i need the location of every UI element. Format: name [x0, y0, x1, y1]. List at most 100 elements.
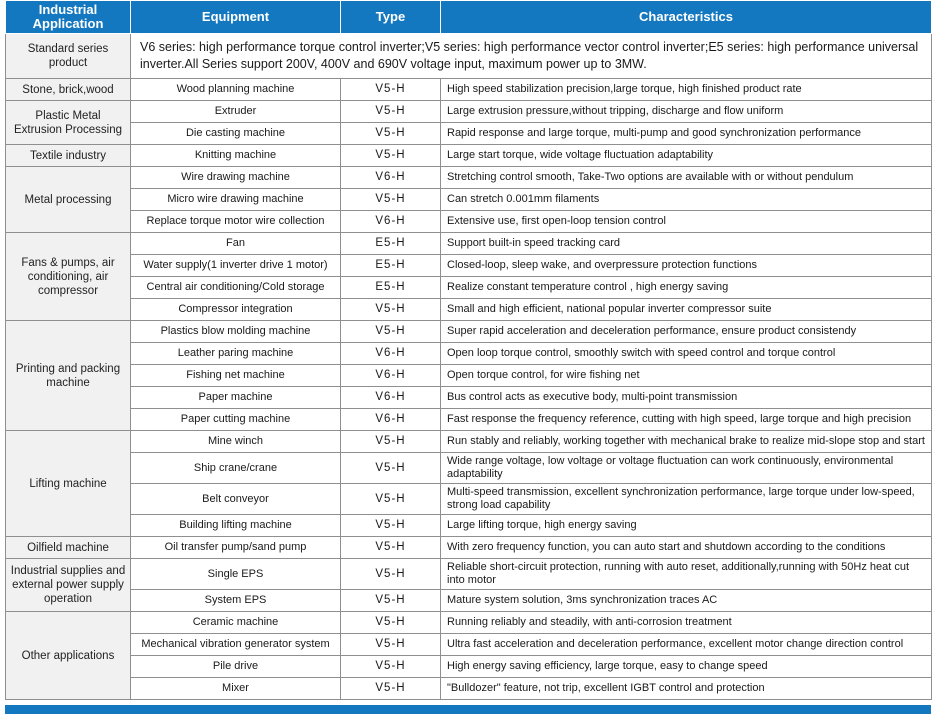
table-row: Paper cutting machine V6-H Fast response t… [6, 408, 932, 431]
characteristics-cell: Fast response the frequency reference, c… [440, 408, 932, 431]
equipment-cell: Plastics blow molding machine [130, 320, 341, 343]
intro-row: Standard series product V6 series: high … [5, 33, 932, 79]
type-cell: E5-H [340, 276, 441, 299]
equipment-cell: Mechanical vibration generator system [130, 633, 341, 656]
type-cell: V6-H [340, 342, 441, 365]
equipment-cell: Knitting machine [130, 144, 341, 167]
table-row: Leather paring machine V6-H Open loop torq… [6, 342, 932, 365]
type-cell: V5-H [340, 611, 441, 634]
type-cell: V6-H [340, 408, 441, 431]
equipment-cell: Fishing net machine [130, 364, 341, 387]
type-cell: V5-H [340, 320, 441, 343]
characteristics-cell: Can stretch 0.001mm filaments [440, 188, 932, 211]
table-row: Micro wire drawing machine V5-H Can stretc… [6, 188, 932, 211]
characteristics-cell: Multi-speed transmission, excellent sync… [440, 483, 932, 515]
equipment-cell: Replace torque motor wire collection [130, 210, 341, 233]
application-cell: Plastic Metal Extrusion Processing [5, 100, 131, 145]
type-cell: V5-H [340, 536, 441, 559]
characteristics-cell: High speed stabilization precision,large… [440, 78, 932, 101]
table-row: Mixer V5-H "Bulldozer" feature, not trip, … [6, 677, 932, 700]
application-cell: Standard series product [5, 33, 131, 79]
equipment-cell: Fan [130, 232, 341, 255]
table-row: Textile industry Knitting machine V5-H Larg… [5, 144, 932, 167]
type-cell: V5-H [340, 589, 441, 612]
equipment-cell: Ceramic machine [130, 611, 341, 634]
equipment-cell: System EPS [130, 589, 341, 612]
table-row: Replace torque motor wire collection V6-H… [6, 210, 932, 233]
equipment-cell: Single EPS [130, 558, 341, 590]
characteristics-cell: Run stably and reliably, working togethe… [440, 430, 932, 453]
equipment-cell: Water supply(1 inverter drive 1 motor) [130, 254, 341, 277]
characteristics-cell: Support built-in speed tracking card [440, 232, 932, 255]
characteristics-cell: "Bulldozer" feature, not trip, excellent… [440, 677, 932, 700]
equipment-cell: Compressor integration [130, 298, 341, 321]
table-row: Building lifting machine V5-H Large liftin… [6, 514, 932, 537]
equipment-cell: Pile drive [130, 655, 341, 678]
type-cell: V5-H [340, 452, 441, 484]
table-row: Metal processing Wire drawing machine V6-H… [5, 166, 932, 233]
type-cell: V5-H [340, 677, 441, 700]
equipment-cell: Die casting machine [130, 122, 341, 145]
type-cell: V5-H [340, 298, 441, 321]
type-cell: V5-H [340, 144, 441, 167]
series-summary-cell: V6 series: high performance torque contr… [130, 33, 932, 79]
characteristics-cell: Super rapid acceleration and deceleratio… [440, 320, 932, 343]
type-cell: V5-H [340, 655, 441, 678]
application-spec-table: Industrial Application Equipment Type Ch… [5, 0, 932, 700]
type-cell: V6-H [340, 210, 441, 233]
type-cell: V5-H [340, 514, 441, 537]
table-row: Die casting machine V5-H Rapid response an… [6, 122, 932, 145]
type-cell: V6-H [340, 364, 441, 387]
characteristics-cell: Mature system solution, 3ms synchronizat… [440, 589, 932, 612]
characteristics-cell: Extensive use, first open-loop tension c… [440, 210, 932, 233]
table-row: Belt conveyor V5-H Multi-speed transmissio… [6, 483, 932, 515]
application-cell: Lifting machine [5, 430, 131, 537]
type-cell: V5-H [340, 483, 441, 515]
equipment-cell: Wire drawing machine [130, 166, 341, 189]
table-row: Industrial supplies and external power s… [5, 558, 932, 612]
type-cell: V6-H [340, 386, 441, 409]
header-cell-characteristics: Characteristics [440, 0, 932, 34]
table-row: Lifting machine Mine winch V5-H Run stably … [5, 430, 932, 537]
characteristics-cell: Bus control acts as executive body, mult… [440, 386, 932, 409]
application-cell: Oilfield machine [5, 536, 131, 559]
type-cell: V5-H [340, 188, 441, 211]
table-row: Fishing net machine V6-H Open torque contr… [6, 364, 932, 387]
table-row: Ship crane/crane V5-H Wide range voltage, … [6, 452, 932, 484]
table-row: Other applications Ceramic machine V5-H Run… [5, 611, 932, 700]
characteristics-cell: Wide range voltage, low voltage or volta… [440, 452, 932, 484]
header-cell-type: Type [340, 0, 441, 34]
equipment-cell: Building lifting machine [130, 514, 341, 537]
characteristics-cell: Stretching control smooth, Take-Two opti… [440, 166, 932, 189]
application-cell: Other applications [5, 611, 131, 700]
table-row: Central air conditioning/Cold storage E5-… [6, 276, 932, 299]
table-body: Standard series product V6 series: high … [5, 33, 932, 700]
equipment-cell: Oil transfer pump/sand pump [130, 536, 341, 559]
equipment-cell: Paper cutting machine [130, 408, 341, 431]
characteristics-cell: Rapid response and large torque, multi-p… [440, 122, 932, 145]
characteristics-cell: Running reliably and steadily, with anti… [440, 611, 932, 634]
equipment-cell: Wood planning machine [130, 78, 341, 101]
table-row: Water supply(1 inverter drive 1 motor) E5… [6, 254, 932, 277]
characteristics-cell: Large lifting torque, high energy saving [440, 514, 932, 537]
table-row: Printing and packing machine Plastics blo… [5, 320, 932, 431]
characteristics-cell: Large start torque, wide voltage fluctua… [440, 144, 932, 167]
table-row: Fans & pumps, air conditioning, air comp… [5, 232, 932, 321]
equipment-cell: Leather paring machine [130, 342, 341, 365]
type-cell: E5-H [340, 254, 441, 277]
characteristics-cell: Open torque control, for wire fishing ne… [440, 364, 932, 387]
application-cell: Printing and packing machine [5, 320, 131, 431]
type-cell: V5-H [340, 78, 441, 101]
equipment-cell: Mine winch [130, 430, 341, 453]
table-row: Pile drive V5-H High energy saving efficie… [6, 655, 932, 678]
table-row: Compressor integration V5-H Small and high… [6, 298, 932, 321]
type-cell: V5-H [340, 122, 441, 145]
table-row: Paper machine V6-H Bus control acts as exe… [6, 386, 932, 409]
header-cell-industrial-application: Industrial Application [5, 0, 131, 34]
type-cell: V5-H [340, 100, 441, 123]
characteristics-cell: Realize constant temperature control , h… [440, 276, 932, 299]
table-row: Mechanical vibration generator system V5-… [6, 633, 932, 656]
type-cell: V5-H [340, 633, 441, 656]
next-table-header-partial [5, 705, 931, 714]
